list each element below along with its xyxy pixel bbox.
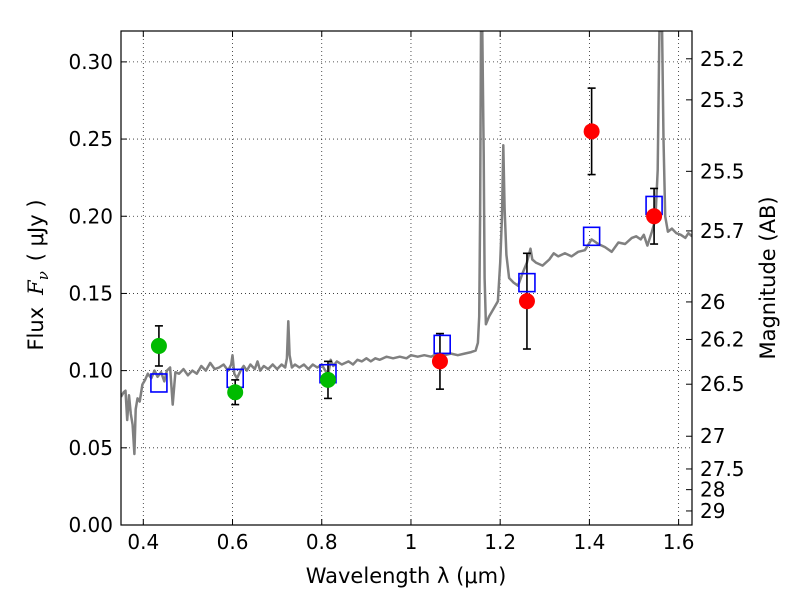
- green-point: [150, 337, 167, 354]
- right-tick-label: 25.2: [700, 47, 745, 71]
- right-tick-label: 26: [700, 290, 725, 314]
- x-axis-label: Wavelength λ (μm): [306, 564, 507, 588]
- spectrum-line: [121, 31, 692, 456]
- y-axis-label: Flux Fν ( μJy ): [24, 199, 52, 350]
- plot-frame: [120, 30, 693, 526]
- right-tick-label: 25.7: [700, 219, 745, 243]
- red-point: [583, 123, 600, 140]
- y-axis-label-symbol: F: [24, 279, 48, 296]
- y-tick-label: 0.10: [68, 359, 113, 383]
- x-tick-label: 1.2: [484, 530, 516, 554]
- axis-ticks: 0.4 0.6 0.8 1 1.2 1.4 1.6 0.00 0.05 0.10 0.15 0.20 0…: [68, 31, 745, 554]
- y-tick-label: 0.25: [68, 127, 113, 151]
- right-tick-label: 26.2: [700, 327, 745, 351]
- x-tick-label: 1.4: [573, 530, 605, 554]
- y-tick-label: 0.15: [68, 281, 113, 305]
- y-tick-label: 0.30: [68, 50, 113, 74]
- y-axis-label-unit: ( μJy ): [24, 199, 48, 261]
- gridlines: [121, 31, 692, 526]
- model-square-point: [433, 334, 451, 355]
- x-tick-label: 1: [405, 530, 418, 554]
- red-point: [646, 208, 663, 225]
- right-tick-label: 25.5: [700, 159, 745, 183]
- model-square-point: [582, 226, 601, 247]
- x-tick-label: 0.6: [217, 530, 249, 554]
- right-tick-label: 27.5: [700, 457, 745, 481]
- model-square-point: [518, 272, 536, 293]
- y-tick-label: 0.00: [68, 513, 113, 537]
- y-tick-label: 0.20: [68, 204, 113, 228]
- observed-points: [150, 123, 663, 401]
- right-tick-label: 27: [700, 424, 725, 448]
- green-point: [227, 384, 244, 401]
- x-tick-label: 0.8: [306, 530, 338, 554]
- red-point: [431, 353, 448, 370]
- green-point: [319, 371, 336, 388]
- y-axis-label-subscript: ν: [34, 271, 52, 280]
- y-tick-label: 0.05: [68, 436, 113, 460]
- model-square-point: [150, 373, 168, 393]
- model-spectrum: [121, 31, 692, 456]
- right-tick-label: 26.5: [700, 372, 745, 396]
- x-tick-label: 0.4: [127, 530, 159, 554]
- right-axis-label: Magnitude (AB): [756, 196, 780, 359]
- model-photometry-squares: [150, 195, 663, 393]
- right-tick-label: 28: [700, 478, 725, 502]
- y-axis-label-prefix: Flux: [24, 307, 48, 351]
- right-tick-label: 25.3: [700, 88, 745, 112]
- right-tick-label: 29: [700, 499, 725, 523]
- red-point: [518, 293, 535, 310]
- x-tick-label: 1.6: [663, 530, 695, 554]
